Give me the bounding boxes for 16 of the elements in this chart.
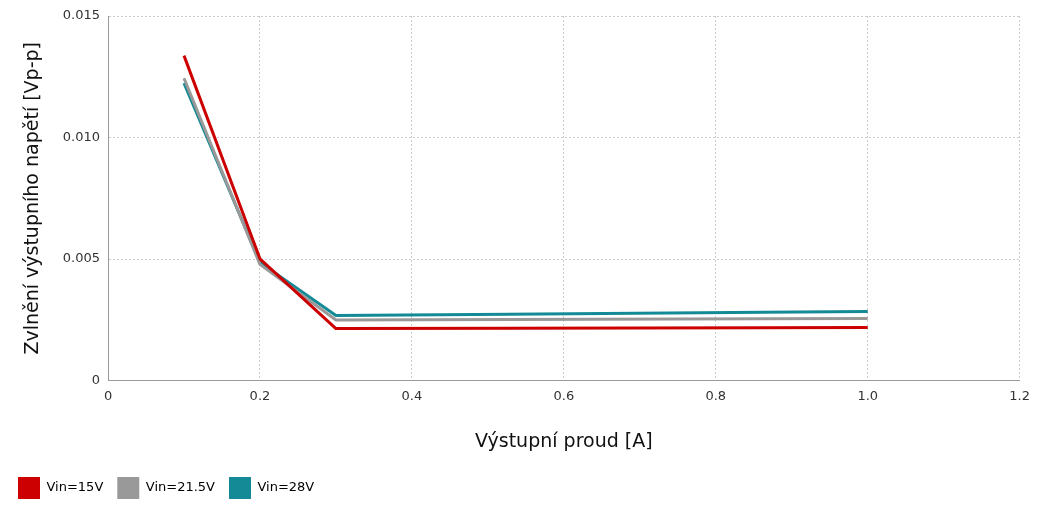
- x-tick-label: 0.4: [401, 387, 423, 403]
- y-tick-label: 0.010: [62, 128, 101, 144]
- y-tick-label: 0.005: [62, 250, 101, 266]
- legend-label: Vin=15V: [46, 479, 104, 495]
- x-tick-label: 0.8: [705, 387, 727, 403]
- x-tick-label: 0.6: [553, 387, 575, 403]
- x-tick-label: 0: [103, 387, 113, 403]
- legend-label: Vin=28V: [257, 479, 315, 495]
- y-tick-label: 0: [91, 371, 101, 387]
- x-tick-label: 1.2: [1009, 387, 1031, 403]
- y-axis-title: Zvlnění výstupního napětí [Vp-p]: [20, 42, 43, 355]
- x-tick-label: 0.2: [249, 387, 271, 403]
- legend-label: Vin=21.5V: [145, 479, 216, 495]
- x-tick-label: 1.0: [857, 387, 879, 403]
- y-tick-label: 0.015: [62, 7, 101, 23]
- x-axis-title: Výstupní proud [A]: [475, 428, 653, 451]
